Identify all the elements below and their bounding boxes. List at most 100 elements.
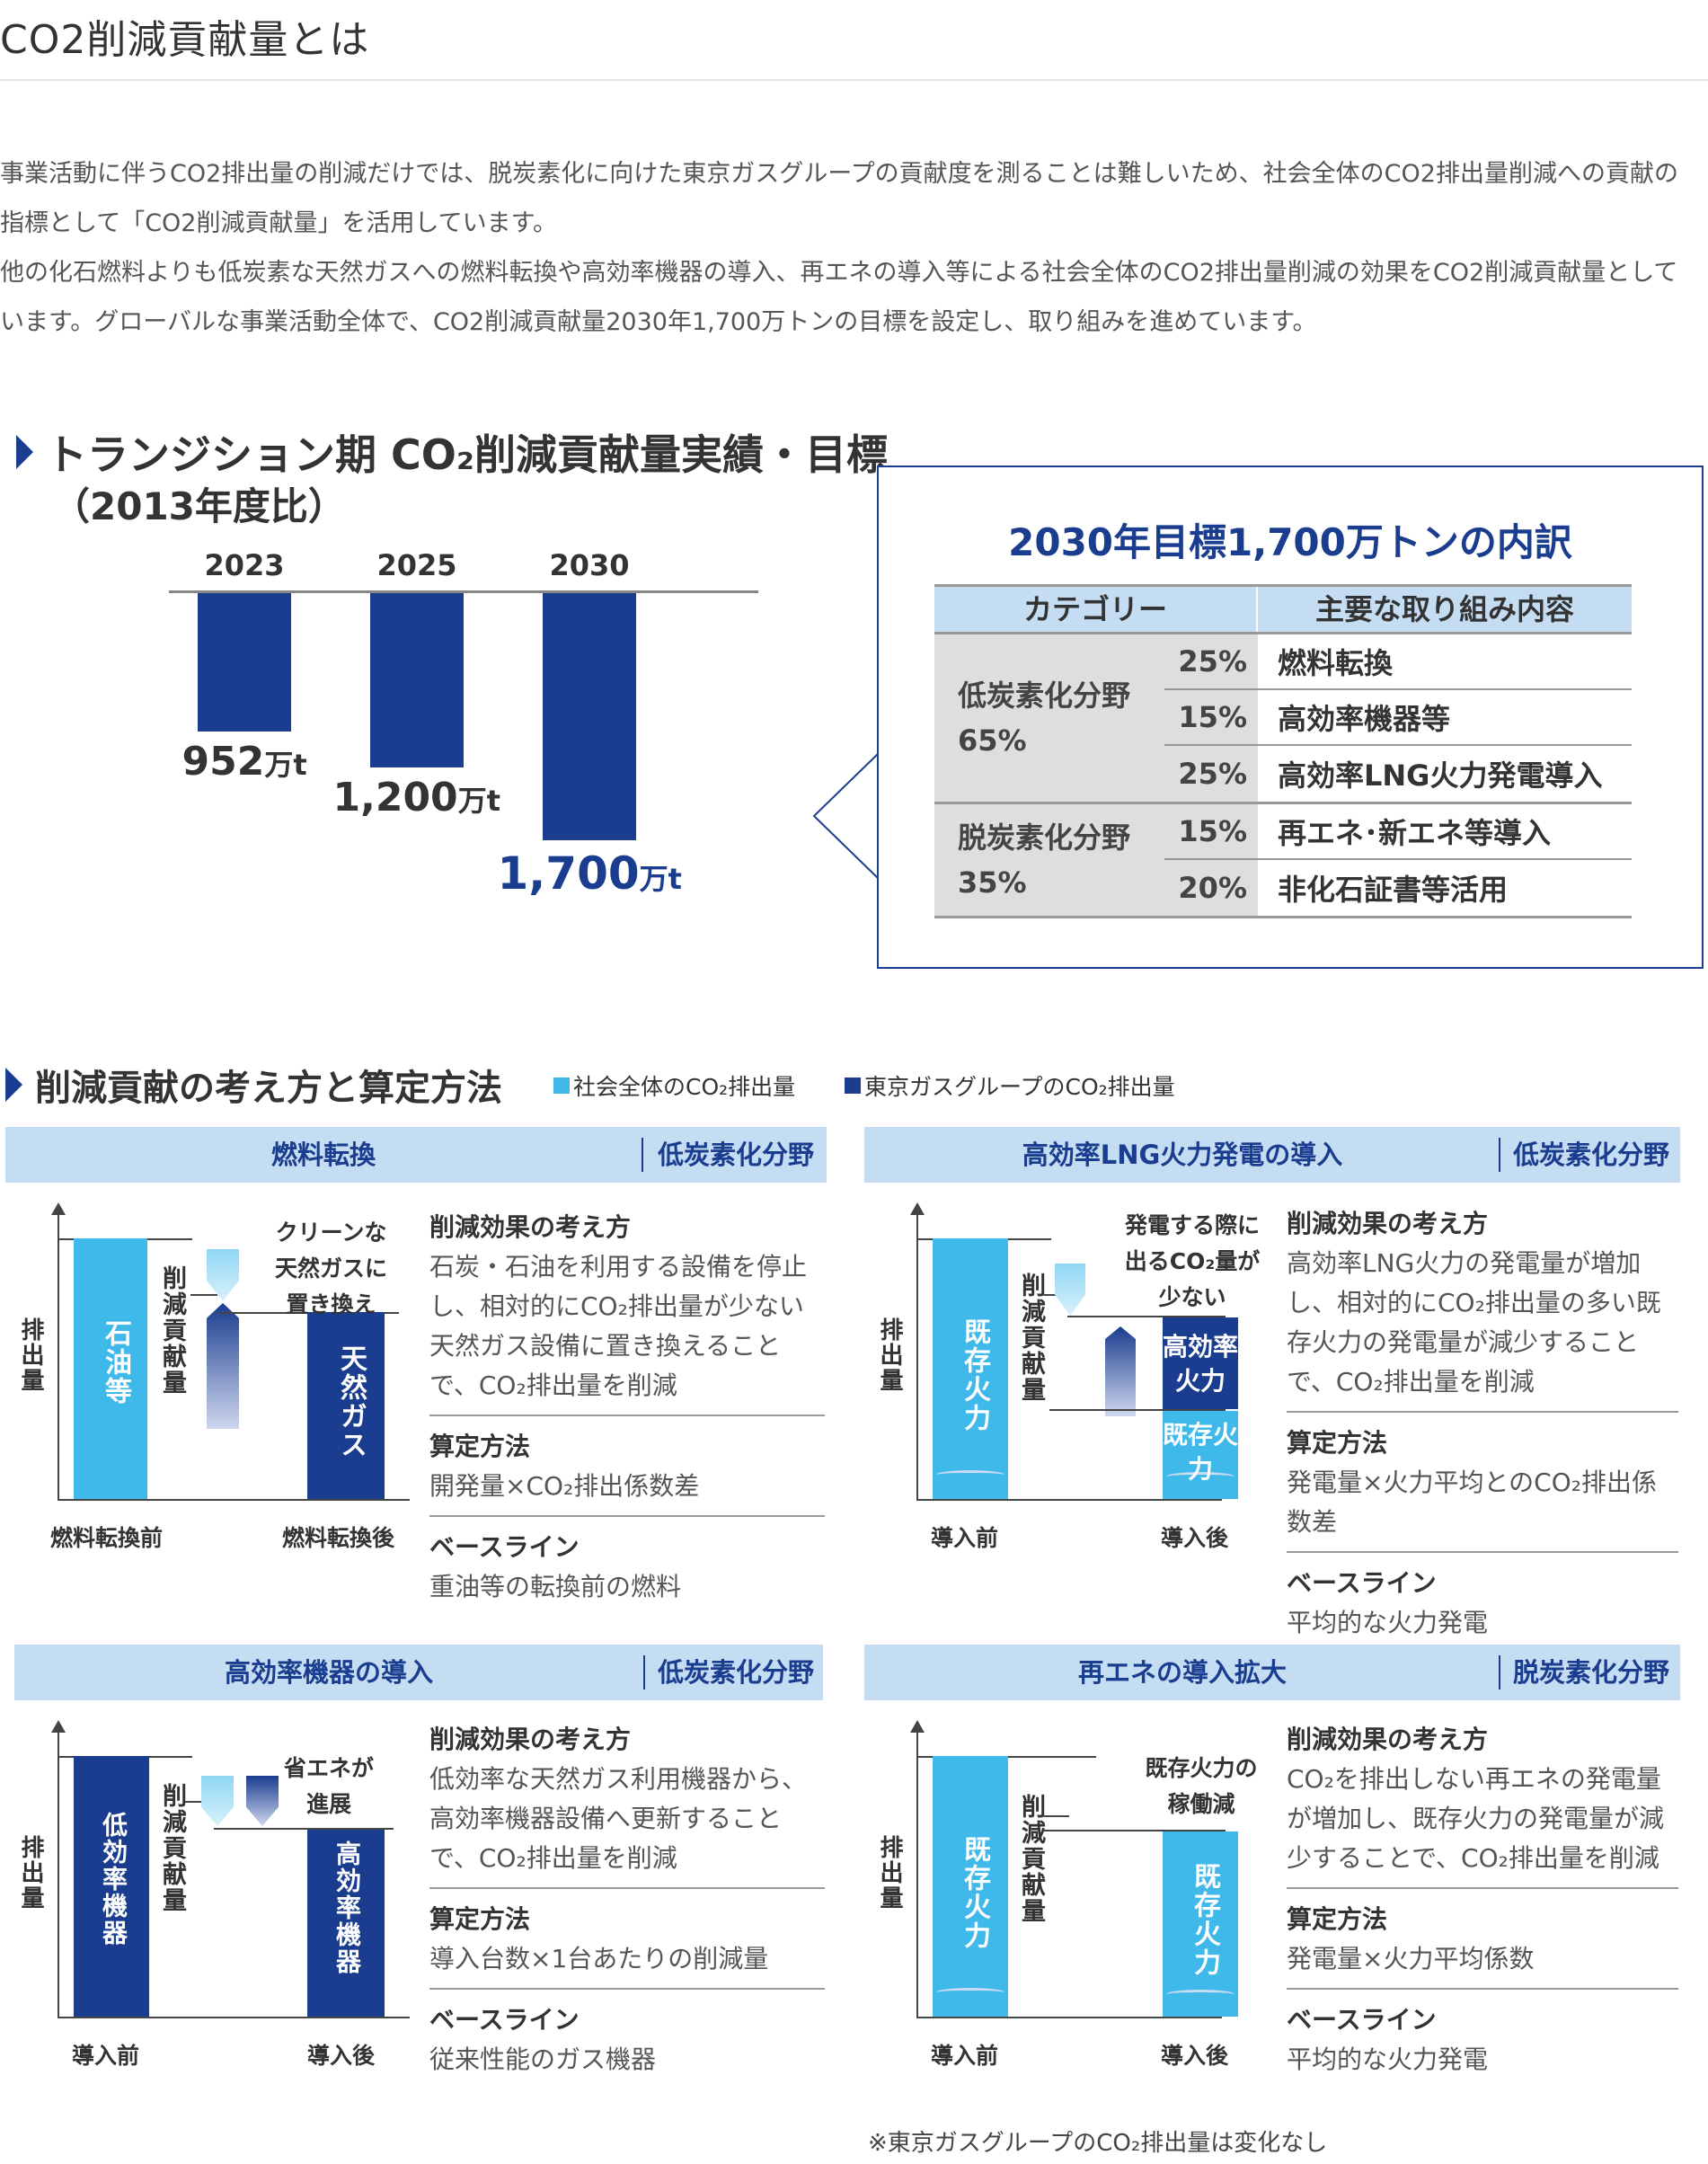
table-row: 20% 非化石証書等活用	[1164, 860, 1632, 916]
y-axis	[58, 1731, 59, 2018]
intro-paragraph-2: 他の化石燃料よりも低炭素な天然ガスへの燃料転換や高効率機器の導入、再エネの導入等…	[0, 259, 1678, 336]
category-cell: 脱炭素化分野 35%	[934, 804, 1164, 916]
x-label-before: 燃料転換前	[50, 1525, 164, 1551]
reduction-tick	[190, 1294, 217, 1296]
intro-paragraph-1: 事業活動に伴うCO2排出量の削減だけでは、脱炭素化に向けた東京ガスグループの貢献…	[0, 160, 1678, 237]
x-label-before: 導入前	[931, 1525, 999, 1551]
diagram-note: 既存火力の 稼働減	[1145, 1755, 1258, 1817]
bar-after-top	[1163, 1317, 1238, 1409]
x-axis	[916, 1499, 1222, 1501]
legend-society: 社会全体のCO₂排出量	[553, 1069, 795, 1102]
bar-before-label: 低効率機器	[99, 1812, 128, 1947]
category-cell: 低炭素化分野 65%	[934, 634, 1164, 802]
bar-after-label: 天然ガス	[335, 1344, 367, 1459]
card-title: 燃料転換	[270, 1140, 376, 1170]
reduction-label: 削減貢献量	[158, 1783, 186, 1913]
bar-after-bottom	[1163, 1411, 1238, 1499]
card-field: 脱炭素化分野	[1513, 1657, 1670, 1688]
bar-2025	[370, 593, 464, 767]
footnote: ※東京ガスグループのCO₂排出量は変化なし	[868, 2130, 1328, 2157]
emission-axis-label: 排出量	[17, 1317, 44, 1393]
x-label-after: 導入後	[307, 2043, 376, 2069]
breakdown-group-low-carbon: 低炭素化分野 65% 25% 燃料転換 15% 高効率機器等 25% 高効率LN…	[934, 634, 1632, 804]
bar-2030	[543, 593, 636, 840]
title-divider	[0, 79, 1708, 81]
card-title: 再エネの導入拡大	[1077, 1657, 1287, 1688]
equipment-description: 削減効果の考え方 低効率な天然ガス利用機器から、高効率機器設備へ更新することで、C…	[429, 1720, 825, 2099]
reduction-tick	[1044, 1815, 1069, 1817]
chart-baseline	[169, 590, 758, 593]
page-title: CO2削減貢献量とは	[0, 17, 370, 63]
emission-axis-label: 排出量	[876, 1835, 903, 1911]
tokyogas-gradient-bar	[1105, 1326, 1136, 1416]
transition-subheading: （2013年度比）	[52, 484, 346, 528]
bar-after-top-label: 高効率火力	[1163, 1332, 1239, 1396]
reduction-arrow-light	[201, 1776, 234, 1826]
bar-after	[307, 1312, 385, 1499]
bar-before-label: 既存火力	[959, 1835, 990, 1950]
fuel-description: 削減効果の考え方 石炭・石油を利用する設備を停止し、相対的にCO₂排出量が少ない天…	[429, 1208, 825, 1627]
breakdown-table-header: カテゴリー 主要な取り組み内容	[934, 584, 1632, 634]
table-row: 15% 再エネ･新エネ等導入	[1164, 804, 1632, 860]
bar-before	[74, 1756, 149, 2017]
after-level-line	[1067, 1316, 1226, 1317]
table-row: 25% 燃料転換	[1164, 634, 1632, 690]
lng-diagram: 排出量 既存火力 削減貢献量 高効率火力 既存火力 発電する際に 出るCO₂量が…	[864, 1183, 1287, 1614]
method-heading: 削減貢献の考え方と算定方法	[5, 1059, 502, 1111]
equipment-diagram: 排出量 低効率機器 削減貢献量 高効率機器 省エネが 進展 導入前 導入後	[5, 1700, 428, 2132]
bar-2023	[198, 593, 291, 732]
emission-axis-label: 排出量	[876, 1317, 903, 1393]
reduction-tick	[185, 1801, 207, 1803]
card-lng-power: 高効率LNG火力発電の導入 低炭素化分野 排出量 既存火力 削減貢献量 高効率火…	[864, 1127, 1680, 1637]
card-header: 高効率機器の導入 低炭素化分野	[14, 1645, 823, 1700]
table-row: 25% 高効率LNG火力発電導入	[1164, 746, 1632, 802]
card-title: 高効率LNG火力発電の導入	[1022, 1140, 1343, 1170]
bar-after	[1163, 1831, 1238, 2017]
breakdown-table: カテゴリー 主要な取り組み内容 低炭素化分野 65% 25% 燃料転換 15% …	[934, 584, 1632, 918]
card-field: 低炭素化分野	[658, 1657, 815, 1688]
card-header-separator	[642, 1138, 643, 1172]
split-level-line	[1049, 1409, 1226, 1411]
breakdown-panel: 2030年目標1,700万トンの内訳 カテゴリー 主要な取り組み内容 低炭素化分…	[877, 466, 1704, 969]
x-label-after: 導入後	[1161, 1525, 1229, 1551]
card-header-separator	[1499, 1655, 1500, 1690]
card-header: 高効率LNG火力発電の導入 低炭素化分野	[864, 1127, 1680, 1183]
transition-heading: トランジション期 CO₂削減貢献量実績・目標	[16, 422, 888, 482]
reduction-bar-chart: 2023 952万t 2025 1,200万t 2030 1,700万t	[0, 539, 809, 917]
y-axis	[916, 1731, 918, 2018]
year-label: 2023	[204, 548, 285, 582]
renewable-description: 削減効果の考え方 CO₂を排出しない再エネの発電量が増加し、既存火力の発電量が減少…	[1287, 1720, 1678, 2099]
card-header: 再エネの導入拡大 脱炭素化分野	[864, 1645, 1680, 1700]
reduction-arrow-light	[1055, 1264, 1085, 1316]
card-renewable-expansion: 再エネの導入拡大 脱炭素化分野 排出量 既存火力 削減貢献量 既存火力 既存火力…	[864, 1645, 1680, 2074]
wave-break-icon	[1166, 1990, 1235, 1999]
bar-value-label: 952万t	[181, 739, 307, 785]
x-label-before: 導入前	[72, 2043, 140, 2069]
x-label-after: 導入後	[1161, 2043, 1229, 2069]
triangle-bullet-icon	[5, 1068, 22, 1102]
wave-break-icon	[1166, 1472, 1235, 1481]
col-category-header: カテゴリー	[934, 587, 1258, 632]
card-fuel-conversion: 燃料転換 低炭素化分野 排出量 石油等 削減貢献量 天然ガス クリーンな 天然ガ…	[5, 1127, 827, 1601]
x-axis	[58, 1499, 410, 1501]
bar-value-label: 1,700万t	[497, 847, 682, 900]
col-content-header: 主要な取り組み内容	[1314, 592, 1574, 626]
card-title: 高効率機器の導入	[224, 1657, 433, 1688]
fuel-diagram: 排出量 石油等 削減貢献量 天然ガス クリーンな 天然ガスに 置き換え 燃料転換…	[5, 1183, 428, 1614]
bar-value-label: 1,200万t	[332, 775, 501, 820]
panel-pointer	[812, 753, 881, 879]
axis-arrow-icon	[910, 1202, 925, 1215]
bar-after-label: 高効率機器	[332, 1840, 362, 1975]
x-axis	[916, 2017, 1222, 2018]
card-high-efficiency-equipment: 高効率機器の導入 低炭素化分野 排出量 低効率機器 削減貢献量 高効率機器 省エ…	[14, 1645, 825, 2074]
wave-break-icon	[936, 1470, 1004, 1479]
after-level-line	[214, 1828, 394, 1830]
bar-before	[933, 1756, 1008, 2017]
diagram-note: 省エネが 進展	[284, 1755, 375, 1817]
diagram-note: 発電する際に 出るCO₂量が 少ない	[1124, 1212, 1261, 1310]
bar-after	[307, 1830, 385, 2017]
reduction-label: 削減貢献量	[1017, 1794, 1045, 1924]
axis-arrow-icon	[910, 1720, 925, 1733]
card-header-separator	[643, 1655, 645, 1690]
card-header: 燃料転換 低炭素化分野	[5, 1127, 827, 1183]
